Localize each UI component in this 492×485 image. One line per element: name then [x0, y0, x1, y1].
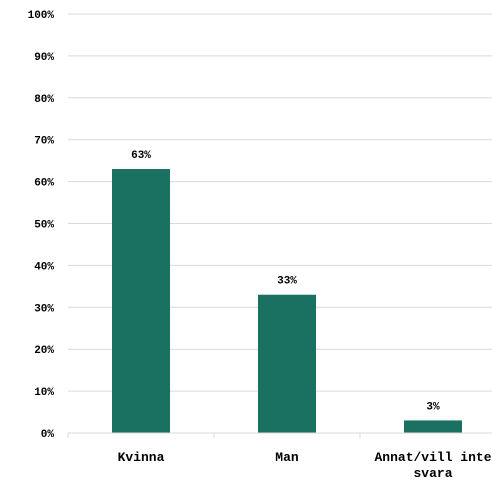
category-label: svara: [413, 466, 452, 481]
x-axis: [67, 432, 492, 438]
y-tick-label: 70%: [34, 136, 54, 148]
bar: [112, 169, 170, 433]
y-tick-label: 90%: [34, 52, 54, 64]
y-tick-label: 60%: [34, 178, 54, 190]
y-tick-label: 20%: [34, 345, 54, 357]
bars: [112, 169, 462, 433]
y-tick-label: 10%: [34, 387, 54, 399]
bar: [258, 294, 316, 433]
y-tick-label: 80%: [34, 94, 54, 106]
y-tick-label: 50%: [34, 220, 54, 232]
y-axis-tick-labels: 0% 10% 20% 30% 40% 50% 60% 70% 80% 90% 100%: [28, 10, 55, 441]
bar: [404, 420, 462, 433]
y-tick-label: 100%: [28, 10, 55, 22]
data-labels: 63% 33% 3%: [131, 150, 440, 413]
data-label: 3%: [426, 401, 440, 413]
y-tick-label: 30%: [34, 303, 54, 315]
category-label: Man: [275, 450, 299, 465]
category-label: Annat/vill inte: [374, 450, 491, 465]
data-label: 63%: [131, 150, 151, 162]
y-tick-label: 0%: [41, 429, 55, 441]
category-label: Kvinna: [118, 450, 165, 465]
y-tick-label: 40%: [34, 261, 54, 273]
data-label: 33%: [277, 276, 297, 288]
